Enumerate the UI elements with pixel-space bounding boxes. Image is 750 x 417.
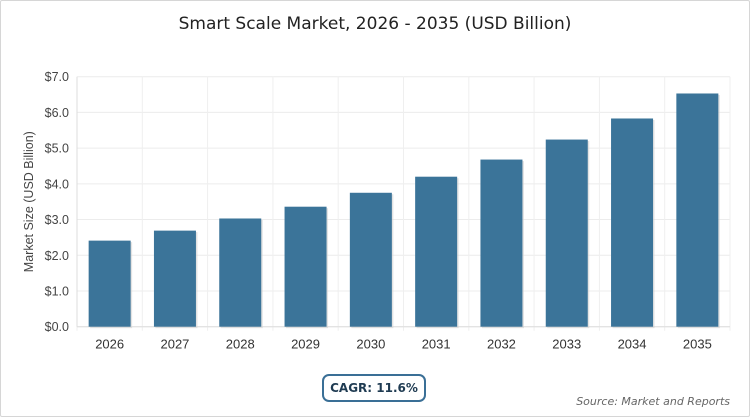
x-tick-label: 2033 [552,337,581,352]
bar-2030 [349,192,392,327]
cagr-badge: CAGR: 11.6% [322,374,426,402]
x-tick-label: 2032 [487,337,516,352]
bar-2029 [284,206,327,327]
x-tick-label: 2026 [95,337,124,352]
bar-2031 [415,176,458,327]
y-tick-label: $5.0 [45,142,69,156]
x-tick-label: 2027 [160,337,189,352]
bar-2035 [676,93,719,327]
y-tick-label: $6.0 [45,106,69,120]
x-tick-label: 2034 [618,337,647,352]
y-tick-label: $4.0 [45,177,69,191]
chart-title: Smart Scale Market, 2026 - 2035 (USD Bil… [178,14,572,34]
y-tick-label: $7.0 [45,70,69,84]
bar-2034 [611,118,654,327]
y-tick-label: $2.0 [45,249,69,263]
bar-2027 [153,230,196,327]
bar-2032 [480,159,523,327]
bar-2028 [219,218,262,327]
y-tick-label: $1.0 [45,284,69,298]
bar-2033 [545,139,588,327]
x-tick-label: 2028 [226,337,255,352]
x-tick-label: 2035 [683,337,712,352]
y-tick-label: $0.0 [45,320,69,334]
y-axis-label: Market Size (USD Billion) [22,131,36,272]
x-tick-label: 2030 [356,337,385,352]
y-tick-label: $3.0 [45,213,69,227]
bar-2026 [88,240,131,327]
source-note: Source: Market and Reports [576,395,730,408]
x-tick-label: 2029 [291,337,320,352]
x-tick-label: 2031 [422,337,451,352]
